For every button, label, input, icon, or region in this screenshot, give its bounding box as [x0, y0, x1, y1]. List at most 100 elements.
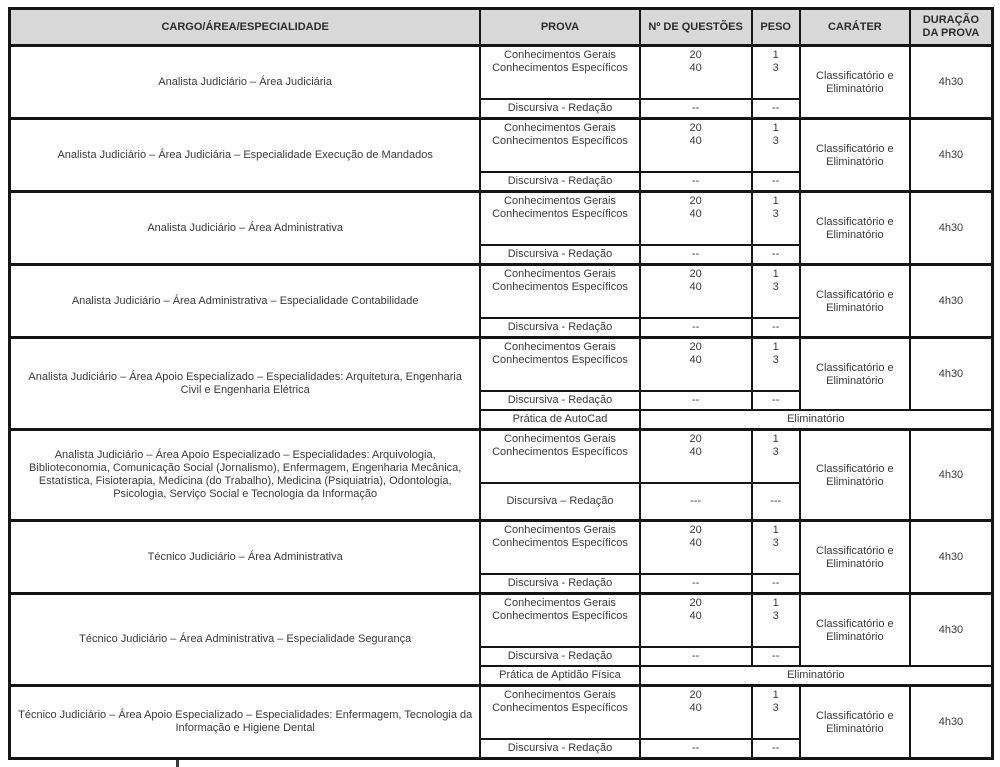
discursiva-label-cell: Discursiva - Redação	[479, 317, 641, 339]
discursiva-peso-cell: --	[750, 390, 801, 411]
discursiva-peso-cell: --	[750, 738, 801, 760]
discursiva-row: Discursiva – Redação --- ---	[10, 482, 993, 522]
block-main-row: Analista Judiciário – Área Apoio Especia…	[8, 336, 994, 431]
discursiva-label-cell: Discursiva – Redação	[479, 482, 641, 522]
questoes-value: 20	[689, 433, 702, 445]
discursiva-label-cell: Discursiva - Redação	[479, 646, 641, 667]
prova-name: Conhecimentos Específicos	[492, 610, 628, 622]
questoes-value: 40	[689, 702, 702, 714]
column-header-peso: PESO	[750, 7, 801, 47]
discursiva-row: Discursiva - Redação -- --	[10, 646, 993, 667]
duracao-cell: 4h30	[908, 263, 994, 339]
block-main-row: Analista Judiciário – Área Judiciária – …	[8, 117, 994, 193]
cargo-cell: Técnico Judiciário – Área Administrativa	[8, 519, 482, 595]
carater-cell: Classificatório e Eliminatório	[798, 117, 911, 193]
discursiva-label-cell: Discursiva - Redação	[479, 738, 641, 760]
questoes-value: 40	[689, 208, 702, 220]
peso-value: 3	[772, 702, 779, 714]
practical-test-label-cell: Prática de AutoCad	[479, 409, 641, 431]
carater-cell: Classificatório e Eliminatório	[798, 336, 911, 411]
questoes-value: 20	[689, 268, 702, 280]
discursiva-questoes-cell: --	[638, 573, 753, 595]
column-header-questoes: Nº DE QUESTÕES	[638, 7, 753, 47]
block-main-row: Analista Judiciário – Área Apoio Especia…	[8, 428, 994, 522]
carater-cell: Classificatório e Eliminatório	[798, 519, 911, 595]
questoes-cell: 20 40	[638, 190, 753, 246]
peso-value: 3	[772, 537, 779, 549]
cargo-cell: Técnico Judiciário – Área Administrativa…	[8, 592, 482, 687]
peso-value: 1	[772, 597, 779, 609]
carater-cell: Classificatório e Eliminatório	[798, 684, 911, 760]
block-main-row: Analista Judiciário – Área Administrativ…	[8, 263, 994, 339]
questoes-cell: 20 40	[638, 44, 753, 100]
prova-name: Conhecimentos Específicos	[492, 446, 628, 458]
table-body: Analista Judiciário – Área Judiciária Con…	[8, 44, 994, 760]
discursiva-label-cell: Discursiva - Redação	[479, 573, 641, 595]
prova-name: Conhecimentos Gerais	[504, 524, 616, 536]
prova-cell: Conhecimentos Gerais Conhecimentos Especí…	[479, 117, 641, 173]
discursiva-questoes-cell: --	[638, 98, 753, 120]
discursiva-label-cell: Discursiva - Redação	[479, 171, 641, 193]
discursiva-row: Discursiva - Redação -- --	[10, 390, 993, 411]
discursiva-questoes-cell: --	[638, 244, 753, 266]
prova-name: Conhecimentos Gerais	[504, 195, 616, 207]
block-main-row: Analista Judiciário – Área Judiciária Con…	[8, 44, 994, 120]
cargo-cell: Analista Judiciário – Área Judiciária	[8, 44, 482, 120]
discursiva-questoes-cell: --	[638, 317, 753, 339]
prova-cell: Conhecimentos Gerais Conhecimentos Especí…	[479, 684, 641, 740]
questoes-value: 40	[689, 354, 702, 366]
practical-test-value-cell: Eliminatório	[638, 409, 994, 431]
prova-name: Conhecimentos Gerais	[504, 341, 616, 353]
questoes-value: 40	[689, 62, 702, 74]
peso-value: 3	[772, 446, 779, 458]
discursiva-label-cell: Discursiva - Redação	[479, 390, 641, 411]
duracao-cell: 4h30	[908, 190, 994, 266]
cargo-cell: Analista Judiciário – Área Administrativ…	[8, 263, 482, 339]
duracao-cell: 4h30	[908, 44, 994, 120]
carater-cell: Classificatório e Eliminatório	[798, 190, 911, 266]
duracao-cell: 4h30	[908, 592, 994, 667]
discursiva-questoes-cell: --	[638, 646, 753, 667]
column-header-cargo: CARGO/ÁREA/ESPECIALIDADE	[8, 7, 482, 47]
peso-value: 1	[772, 341, 779, 353]
prova-cell: Conhecimentos Gerais Conhecimentos Especí…	[479, 428, 641, 484]
questoes-cell: 20 40	[638, 263, 753, 319]
questoes-value: 40	[689, 610, 702, 622]
prova-name: Conhecimentos Gerais	[504, 433, 616, 445]
discursiva-peso-cell: --	[750, 573, 801, 595]
duracao-cell: 4h30	[908, 336, 994, 411]
questoes-value: 20	[689, 689, 702, 701]
peso-value: 1	[772, 524, 779, 536]
document-page: CARGO/ÁREA/ESPECIALIDADE PROVA Nº DE QUEST…	[8, 7, 995, 767]
discursiva-peso-cell: --	[750, 646, 801, 667]
peso-value: 1	[772, 195, 779, 207]
questoes-cell: 20 40	[638, 592, 753, 648]
practical-test-row: Prática de AutoCad Eliminatório	[10, 409, 994, 431]
prova-name: Conhecimentos Específicos	[492, 135, 628, 147]
discursiva-peso-cell: --	[750, 171, 801, 193]
header-row: CARGO/ÁREA/ESPECIALIDADE PROVA Nº DE QUEST…	[8, 7, 994, 47]
prova-cell: Conhecimentos Gerais Conhecimentos Especí…	[479, 336, 641, 392]
cargo-cell: Técnico Judiciário – Área Apoio Especial…	[8, 684, 482, 760]
questoes-cell: 20 40	[638, 336, 753, 392]
questoes-value: 20	[689, 597, 702, 609]
peso-value: 3	[772, 354, 779, 366]
carater-cell: Classificatório e Eliminatório	[798, 44, 911, 120]
cargo-cell: Analista Judiciário – Área Judiciária – …	[8, 117, 482, 193]
discursiva-questoes-cell: --	[638, 738, 753, 760]
practical-test-value-cell: Eliminatório	[638, 665, 994, 687]
peso-value: 3	[772, 62, 779, 74]
questoes-value: 20	[689, 524, 702, 536]
prova-name: Conhecimentos Específicos	[492, 354, 628, 366]
questoes-value: 40	[689, 281, 702, 293]
peso-value: 3	[772, 135, 779, 147]
cargo-cell: Analista Judiciário – Área Apoio Especia…	[8, 336, 482, 431]
prova-name: Conhecimentos Gerais	[504, 597, 616, 609]
column-header-prova: PROVA	[479, 7, 641, 47]
discursiva-questoes-cell: --	[638, 171, 753, 193]
peso-value: 1	[772, 122, 779, 134]
discursiva-row: Discursiva - Redação -- --	[10, 171, 993, 193]
